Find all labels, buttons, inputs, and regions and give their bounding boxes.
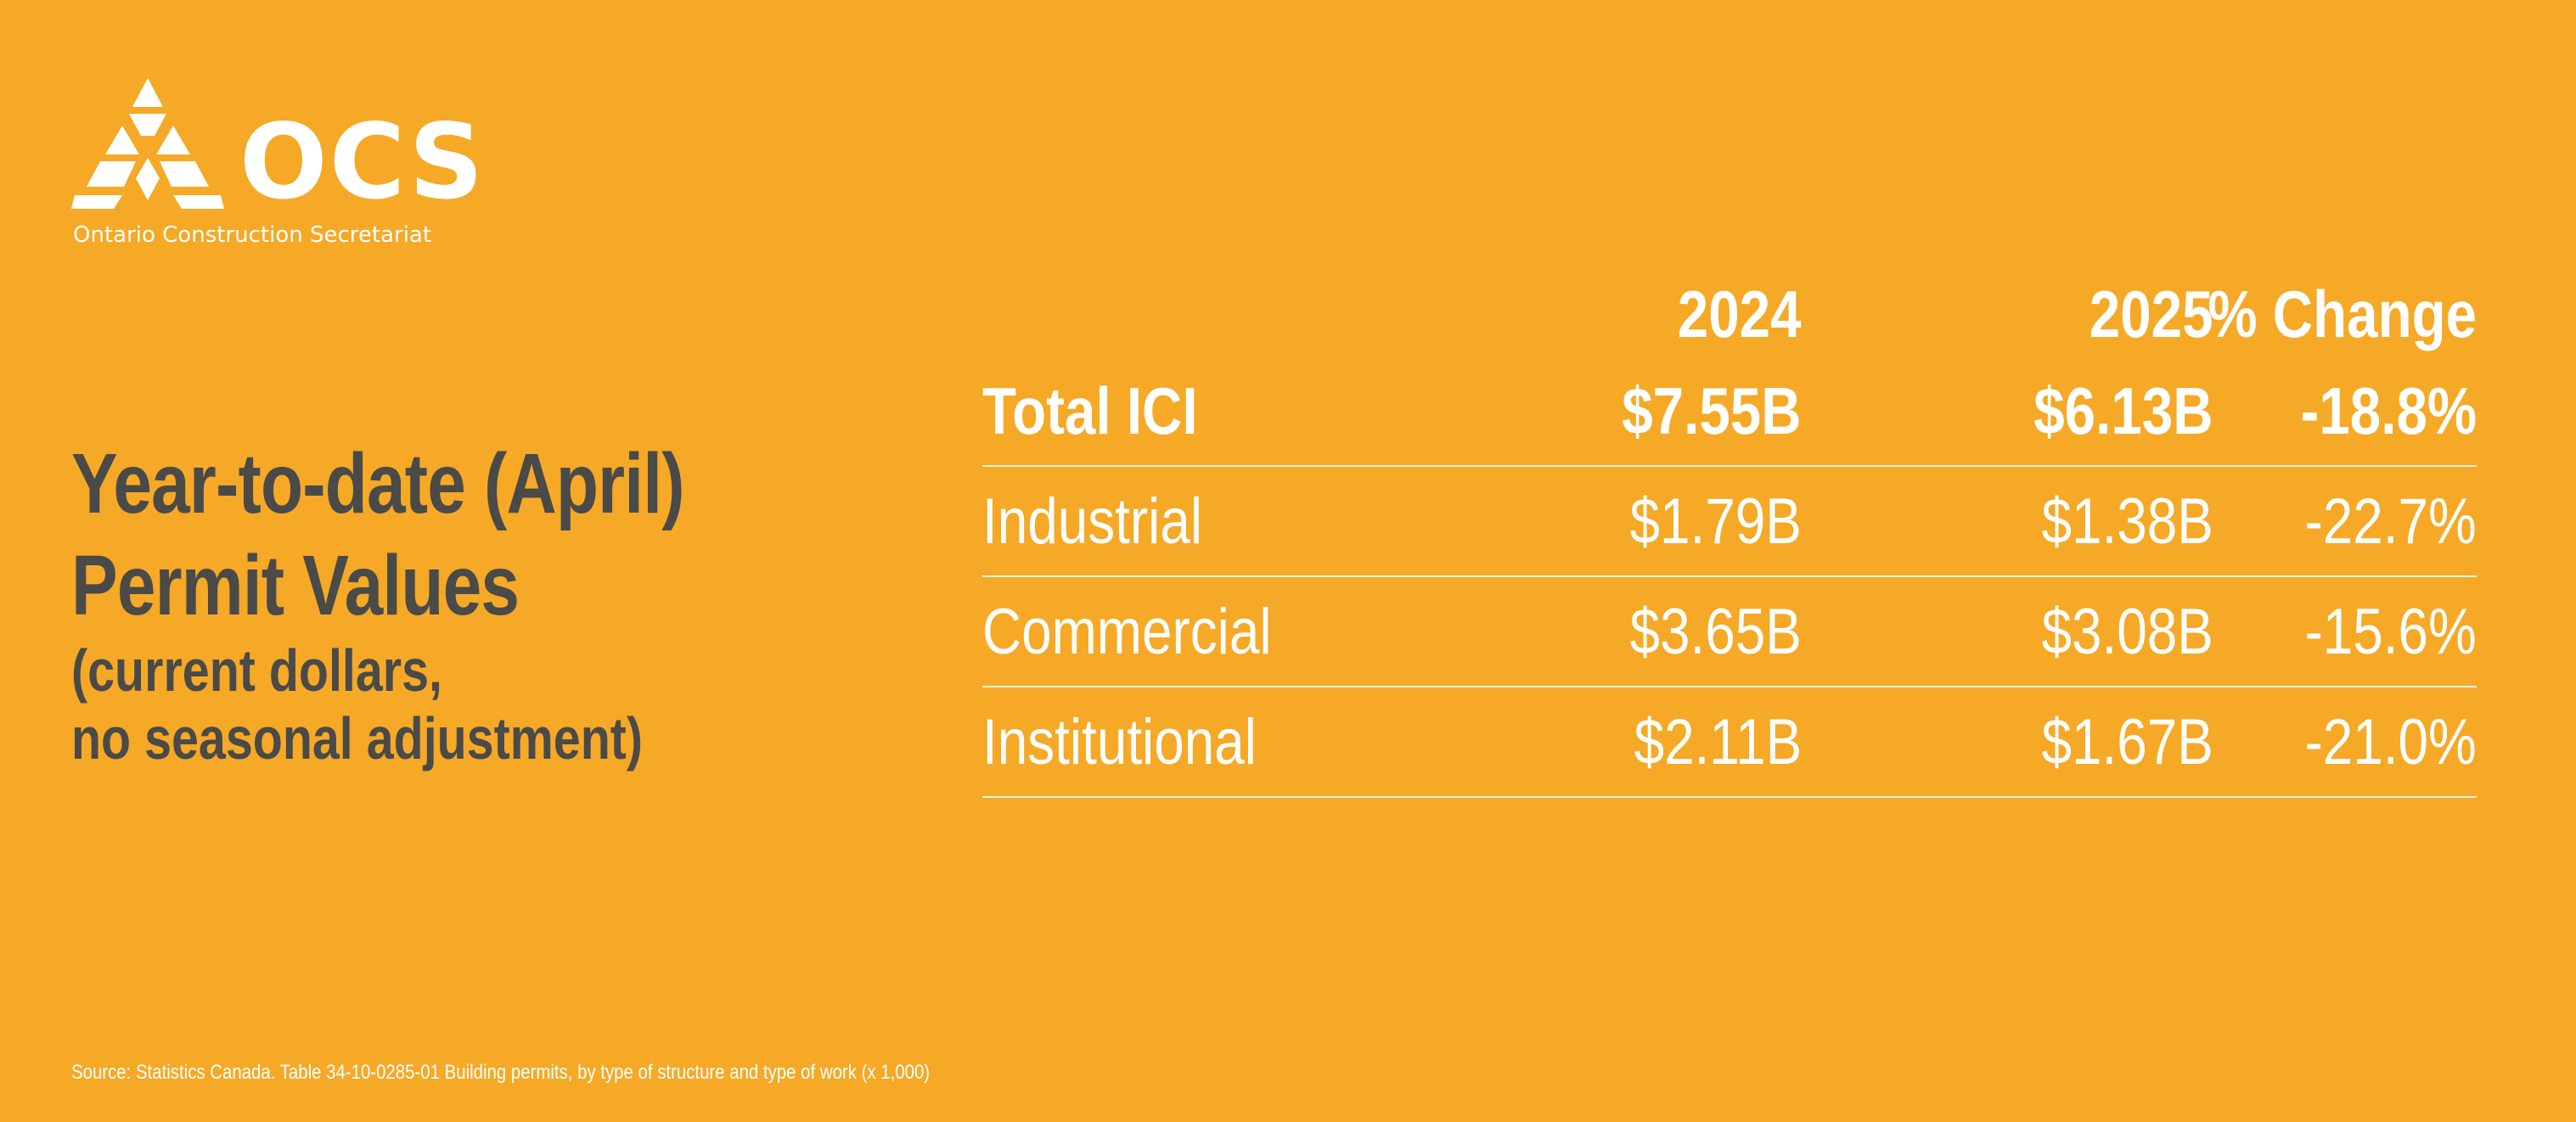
table-row-industrial: Industrial $1.79B $1.38B -22.7% xyxy=(982,467,2477,577)
row-label: Total ICI xyxy=(982,373,1198,448)
row-value-2024: $3.65B xyxy=(1629,595,1802,668)
headline-subtitle-line-2: no seasonal adjustment) xyxy=(71,705,644,771)
ocs-triangle-logo-icon xyxy=(71,78,224,209)
table-row-institutional: Institutional $2.11B $1.67B -21.0% xyxy=(982,687,2477,798)
headline-line-1: Year-to-date (April) xyxy=(71,436,685,531)
headline-line-2: Permit Values xyxy=(71,538,520,633)
table-row-total-ici: Total ICI $7.55B $6.13B -18.8% xyxy=(982,356,2477,467)
row-value-2024: $1.79B xyxy=(1629,485,1802,558)
table-row-commercial: Commercial $3.65B $3.08B -15.6% xyxy=(982,577,2477,687)
headline-subtitle-line-1: (current dollars, xyxy=(71,637,442,704)
permit-values-table: 2024 2025 % Change Total ICI $7.55B $6.1… xyxy=(982,272,2477,798)
header-2025: 2025 xyxy=(2089,276,2213,351)
row-value-2025: $3.08B xyxy=(2041,595,2213,668)
header-percent-change: % Change xyxy=(2208,276,2477,351)
row-value-2024: $7.55B xyxy=(1622,373,1802,448)
row-value-2025: $1.67B xyxy=(2041,705,2213,778)
ocs-logo: OCS Ontario Construction Secretariat xyxy=(71,76,483,255)
row-percent-change: -22.7% xyxy=(2304,485,2477,558)
row-percent-change: -18.8% xyxy=(2300,373,2477,448)
row-value-2025: $6.13B xyxy=(2033,373,2213,448)
table-header-row: 2024 2025 % Change xyxy=(982,272,2477,356)
header-label xyxy=(982,272,1424,356)
row-percent-change: -21.0% xyxy=(2304,705,2477,778)
logo-wordmark: OCS xyxy=(239,102,486,222)
row-label: Commercial xyxy=(982,595,1272,668)
source-note: Source: Statistics Canada. Table 34-10-0… xyxy=(71,1061,931,1084)
row-value-2024: $2.11B xyxy=(1634,705,1802,778)
header-2024: 2024 xyxy=(1678,276,1802,351)
headline: Year-to-date (April) Permit Values (curr… xyxy=(71,433,920,772)
row-percent-change: -15.6% xyxy=(2304,595,2477,668)
logo-tagline: Ontario Construction Secretariat xyxy=(73,222,432,248)
row-label: Industrial xyxy=(982,485,1203,558)
row-value-2025: $1.38B xyxy=(2041,485,2213,558)
row-label: Institutional xyxy=(982,705,1257,778)
